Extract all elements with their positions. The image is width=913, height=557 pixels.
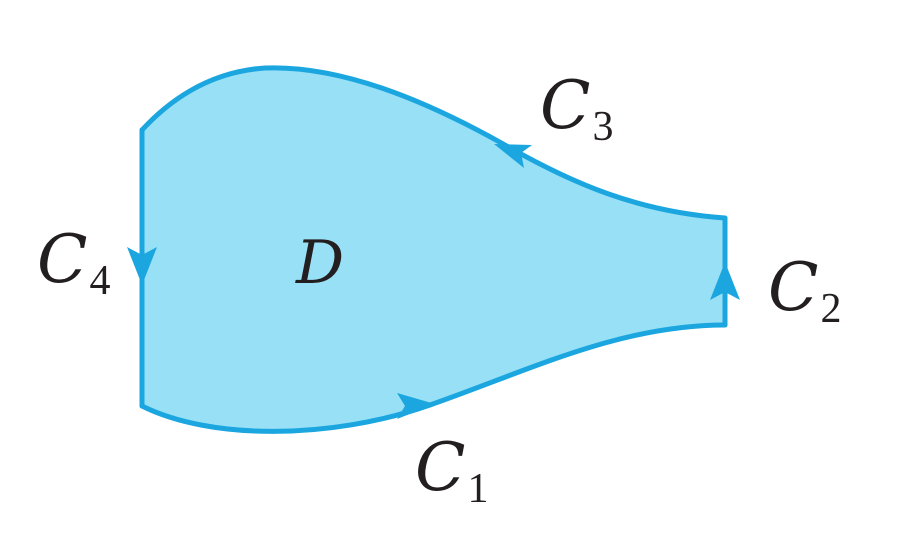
arrowhead-c3-icon [494,144,532,168]
curve-label-c1: C1 [415,429,489,512]
curve-label-c3: C3 [540,67,614,150]
curve-label-c2: C2 [768,249,842,332]
curve-label-c1-subscript: 1 [468,466,489,512]
curve-label-c4: C4 [37,221,111,304]
curve-label-c2-letter: C [768,249,819,326]
curve-label-c3-letter: C [540,67,591,144]
curve-c3 [139,65,728,221]
arrowhead-c1-icon [397,393,435,419]
arrowhead-c4-icon [127,247,157,285]
curve-label-c2-subscript: 2 [821,286,842,332]
curve-label-c4-subscript: 4 [90,258,111,304]
region-label: D [295,228,344,298]
curve-label-c1-letter: C [415,429,466,506]
curve-label-c4-letter: C [37,221,88,298]
curve-label-c3-subscript: 3 [593,104,614,150]
arrowhead-c2-icon [710,262,740,300]
region-d-fill [142,67,725,432]
